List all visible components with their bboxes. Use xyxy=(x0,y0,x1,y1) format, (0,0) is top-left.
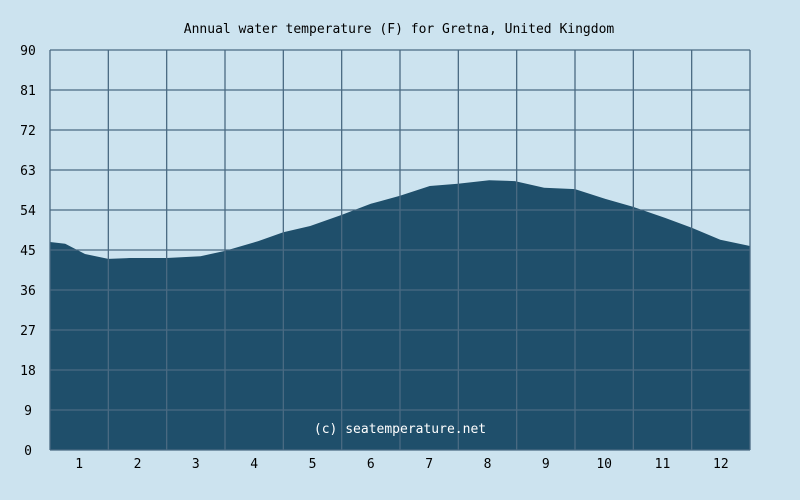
x-tick-label: 11 xyxy=(655,457,671,472)
x-tick-label: 1 xyxy=(75,457,83,472)
y-tick-label: 90 xyxy=(20,44,36,59)
y-tick-label: 63 xyxy=(20,164,36,179)
x-tick-label: 9 xyxy=(542,457,550,472)
y-tick-label: 27 xyxy=(20,324,36,339)
x-tick-label: 5 xyxy=(309,457,317,472)
y-tick-label: 72 xyxy=(20,124,36,139)
x-tick-label: 10 xyxy=(596,457,612,472)
chart-title: Annual water temperature (F) for Gretna,… xyxy=(184,22,615,37)
y-tick-label: 9 xyxy=(24,404,32,419)
x-tick-label: 7 xyxy=(425,457,433,472)
x-tick-label: 4 xyxy=(250,457,258,472)
x-tick-label: 2 xyxy=(134,457,142,472)
x-tick-label: 3 xyxy=(192,457,200,472)
x-tick-label: 6 xyxy=(367,457,375,472)
x-tick-label: 12 xyxy=(713,457,729,472)
credit-annotation: (c) seatemperature.net xyxy=(314,422,486,437)
y-tick-label: 18 xyxy=(20,364,36,379)
y-tick-label: 81 xyxy=(20,84,36,99)
y-tick-label: 0 xyxy=(24,444,32,459)
y-tick-label: 54 xyxy=(20,204,36,219)
x-tick-label: 8 xyxy=(484,457,492,472)
y-tick-label: 45 xyxy=(20,244,36,259)
y-tick-label: 36 xyxy=(20,284,36,299)
